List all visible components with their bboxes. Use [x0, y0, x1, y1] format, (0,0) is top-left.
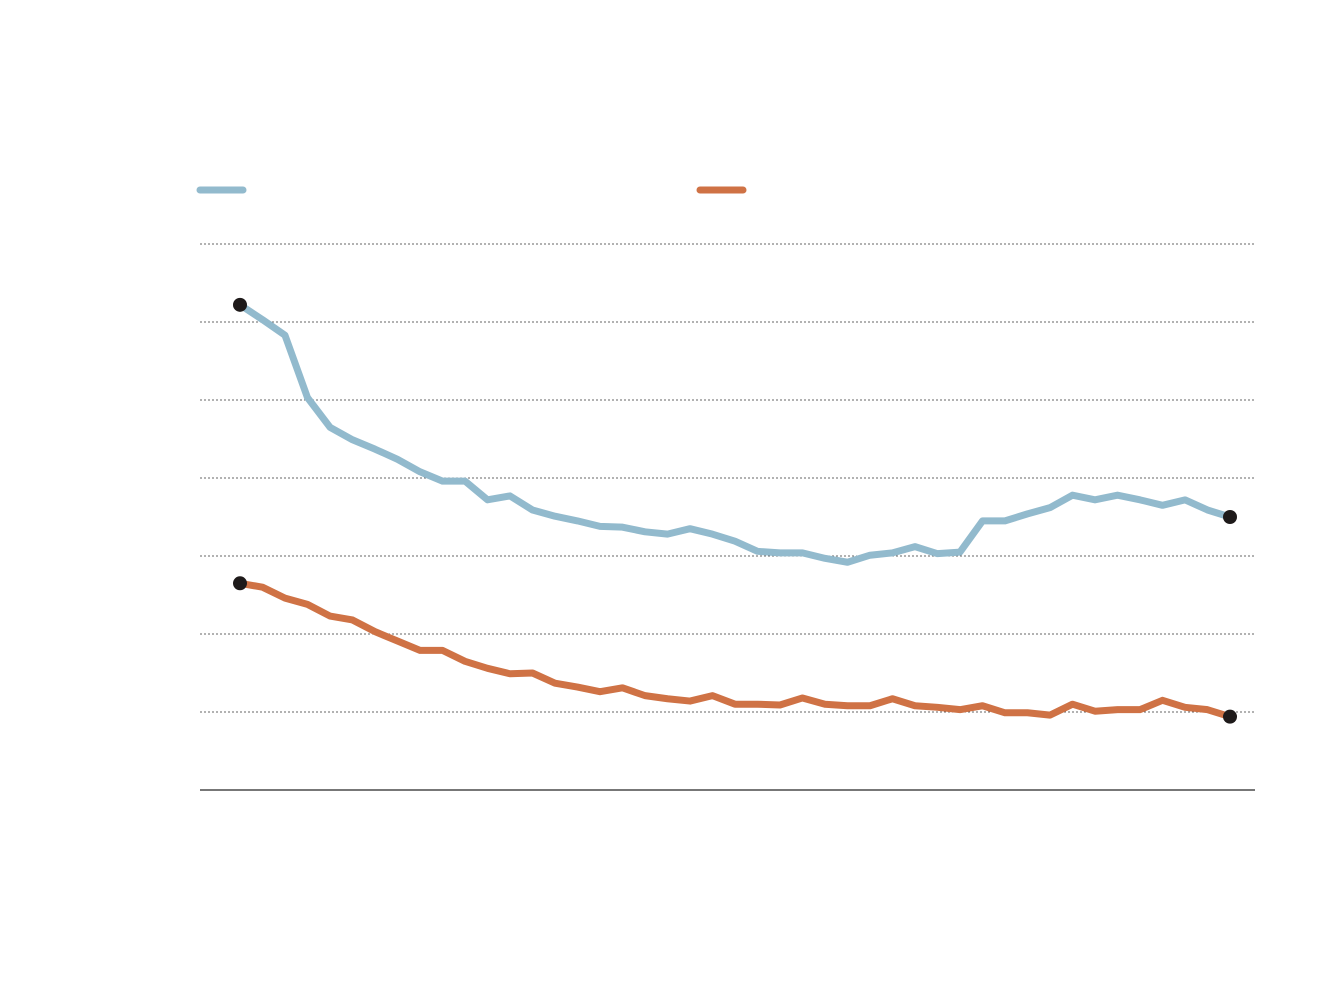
end-dot [1223, 709, 1237, 724]
series-line [236, 579, 1234, 721]
series-line [236, 301, 1234, 566]
end-dot [233, 297, 247, 312]
end-dot [233, 576, 247, 591]
end-dot [1223, 510, 1237, 524]
